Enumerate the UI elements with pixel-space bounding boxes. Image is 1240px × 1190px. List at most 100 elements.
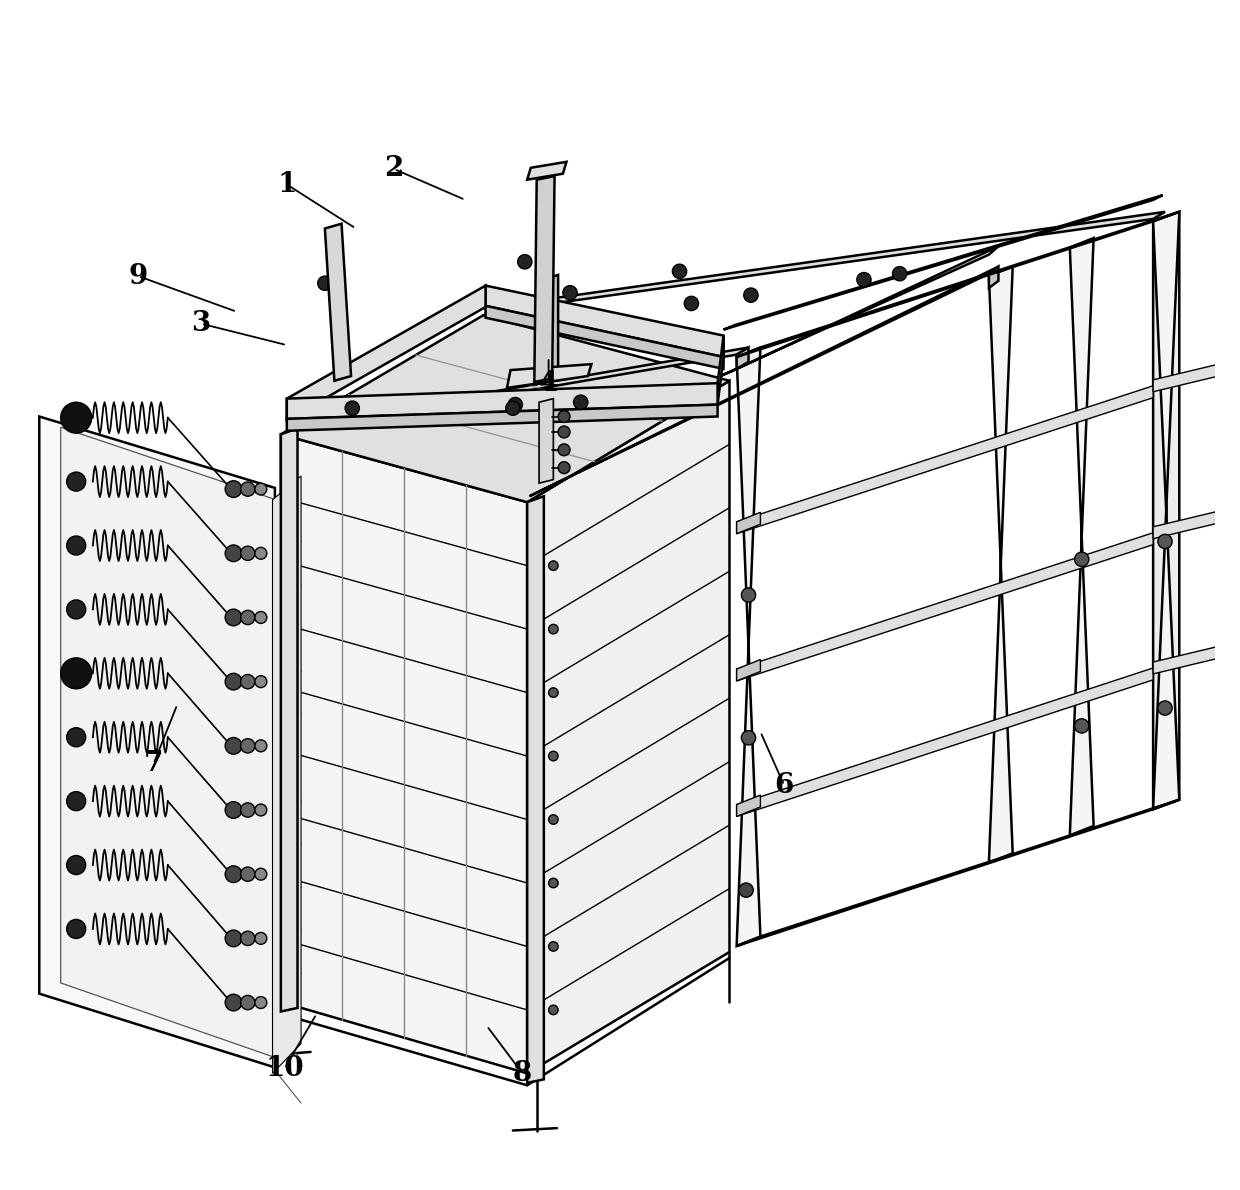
Polygon shape <box>280 434 527 1073</box>
Text: 8: 8 <box>513 1060 532 1086</box>
Polygon shape <box>988 267 1013 863</box>
Polygon shape <box>1153 506 1240 539</box>
Polygon shape <box>286 286 486 420</box>
Circle shape <box>548 560 558 570</box>
Circle shape <box>241 932 255 946</box>
Circle shape <box>67 920 86 939</box>
Polygon shape <box>486 286 723 357</box>
Polygon shape <box>1153 358 1240 392</box>
Circle shape <box>548 688 558 697</box>
Circle shape <box>241 803 255 818</box>
Polygon shape <box>280 315 729 502</box>
Circle shape <box>67 472 86 491</box>
Polygon shape <box>286 405 718 431</box>
Polygon shape <box>527 496 544 1083</box>
Polygon shape <box>273 476 301 1073</box>
Polygon shape <box>527 381 729 1073</box>
Polygon shape <box>737 533 1153 681</box>
Circle shape <box>506 401 520 415</box>
Text: 10: 10 <box>265 1056 304 1082</box>
Circle shape <box>548 625 558 634</box>
Polygon shape <box>1153 640 1240 674</box>
Polygon shape <box>737 795 760 816</box>
Circle shape <box>67 791 86 810</box>
Polygon shape <box>737 668 1153 816</box>
Polygon shape <box>737 386 1153 534</box>
Circle shape <box>684 296 698 311</box>
Circle shape <box>345 401 360 415</box>
Circle shape <box>67 856 86 875</box>
Polygon shape <box>529 267 998 496</box>
Polygon shape <box>325 224 351 381</box>
Polygon shape <box>737 347 749 369</box>
Circle shape <box>226 802 242 819</box>
Circle shape <box>241 675 255 689</box>
Polygon shape <box>486 212 1166 313</box>
Circle shape <box>255 740 267 752</box>
Circle shape <box>67 728 86 747</box>
Polygon shape <box>1153 212 1179 809</box>
Text: 3: 3 <box>191 311 211 337</box>
Text: 2: 2 <box>384 156 403 182</box>
Circle shape <box>548 815 558 825</box>
Polygon shape <box>537 275 558 384</box>
Polygon shape <box>539 399 553 483</box>
Polygon shape <box>484 309 500 916</box>
Circle shape <box>1158 701 1172 715</box>
Polygon shape <box>718 336 723 405</box>
Circle shape <box>241 995 255 1009</box>
Polygon shape <box>486 306 723 369</box>
Circle shape <box>508 397 522 412</box>
Polygon shape <box>718 246 998 377</box>
Polygon shape <box>1153 212 1179 809</box>
Circle shape <box>255 996 267 1008</box>
Circle shape <box>226 738 242 754</box>
Text: 9: 9 <box>129 263 148 289</box>
Polygon shape <box>527 162 567 180</box>
Polygon shape <box>1070 238 1094 835</box>
Circle shape <box>558 411 570 422</box>
Circle shape <box>1075 719 1089 733</box>
Text: 4: 4 <box>539 370 558 396</box>
Circle shape <box>558 462 570 474</box>
Circle shape <box>548 751 558 760</box>
Circle shape <box>61 658 92 689</box>
Circle shape <box>574 395 588 409</box>
Polygon shape <box>286 383 718 419</box>
Circle shape <box>226 674 242 690</box>
Circle shape <box>226 609 242 626</box>
Circle shape <box>893 267 906 281</box>
Circle shape <box>67 600 86 619</box>
Circle shape <box>255 933 267 945</box>
Circle shape <box>563 286 577 300</box>
Circle shape <box>255 612 267 624</box>
Circle shape <box>739 883 753 897</box>
Circle shape <box>517 255 532 269</box>
Circle shape <box>742 731 755 745</box>
Circle shape <box>744 288 758 302</box>
Circle shape <box>241 610 255 625</box>
Circle shape <box>548 878 558 888</box>
Polygon shape <box>61 427 273 1057</box>
Text: 6: 6 <box>775 772 794 798</box>
Circle shape <box>558 444 570 456</box>
Polygon shape <box>737 212 1179 357</box>
Circle shape <box>742 588 755 602</box>
Circle shape <box>241 546 255 560</box>
Circle shape <box>241 868 255 882</box>
Circle shape <box>226 931 242 947</box>
Polygon shape <box>723 195 1163 330</box>
Polygon shape <box>737 659 760 681</box>
Polygon shape <box>286 347 749 432</box>
Circle shape <box>857 273 870 287</box>
Circle shape <box>226 545 242 562</box>
Circle shape <box>558 426 570 438</box>
Polygon shape <box>534 176 554 382</box>
Circle shape <box>548 1006 558 1015</box>
Circle shape <box>61 402 92 433</box>
Circle shape <box>548 941 558 951</box>
Polygon shape <box>737 512 760 534</box>
Circle shape <box>241 482 255 496</box>
Polygon shape <box>737 800 1179 946</box>
Circle shape <box>226 866 242 883</box>
